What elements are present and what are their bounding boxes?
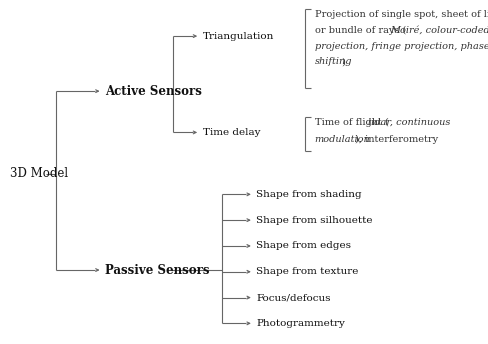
Text: Time of flight (: Time of flight (	[315, 118, 388, 127]
Text: Moiré, colour-coded: Moiré, colour-coded	[390, 26, 488, 35]
Text: Shape from texture: Shape from texture	[256, 267, 359, 276]
Text: Projection of single spot, sheet of light: Projection of single spot, sheet of ligh…	[315, 10, 488, 19]
Text: lidar, continuous: lidar, continuous	[368, 118, 451, 127]
Text: Focus/defocus: Focus/defocus	[256, 293, 331, 302]
Text: projection, fringe projection, phase: projection, fringe projection, phase	[315, 42, 488, 51]
Text: or bundle of rays (: or bundle of rays (	[315, 26, 406, 35]
Text: ): )	[342, 57, 346, 66]
Text: 3D Model: 3D Model	[10, 167, 68, 180]
Text: Shape from silhouette: Shape from silhouette	[256, 216, 373, 225]
Text: Shape from edges: Shape from edges	[256, 241, 351, 250]
Text: Triangulation: Triangulation	[203, 32, 274, 41]
Text: shifting: shifting	[315, 57, 352, 66]
Text: Shape from shading: Shape from shading	[256, 190, 362, 199]
Text: modulation: modulation	[315, 135, 370, 144]
Text: Time delay: Time delay	[203, 128, 260, 137]
Text: ), interferometry: ), interferometry	[355, 135, 438, 144]
Text: Active Sensors: Active Sensors	[105, 85, 202, 98]
Text: Passive Sensors: Passive Sensors	[105, 264, 209, 277]
Text: Photogrammetry: Photogrammetry	[256, 319, 345, 328]
